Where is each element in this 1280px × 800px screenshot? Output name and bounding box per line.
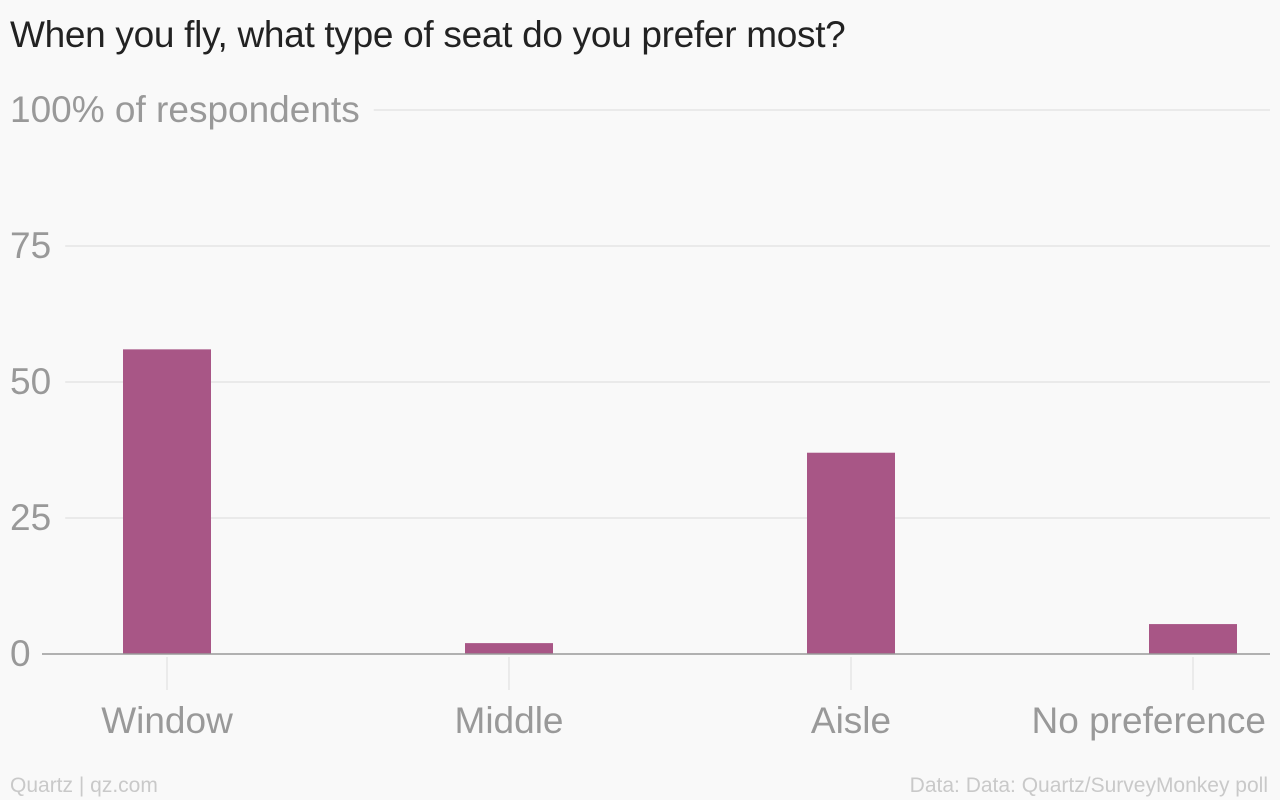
x-tick-label: Aisle [811,700,891,741]
y-tick-label: 25 [10,497,51,538]
footer-source: Data: Data: Quartz/SurveyMonkey poll [909,774,1268,797]
footer-credit: Quartz | qz.com [10,774,158,797]
axis-labels: 0 25 50 75 100% of respondents Window Middle Ai… [10,89,1266,741]
x-axis-ticks [166,657,1194,690]
bar-middle [465,643,553,654]
bar-aisle [807,452,895,654]
bar-window [123,349,211,654]
x-tick-label: Middle [455,700,564,741]
x-tick-label: Window [101,700,233,741]
y-tick-label: 75 [10,225,51,266]
bar-no-preference [1149,624,1237,654]
y-tick-label: 0 [10,633,31,674]
y-tick-label: 50 [10,361,51,402]
grid-lines [65,109,1270,519]
y-tick-label: 100% of respondents [10,89,360,130]
chart-title: When you fly, what type of seat do you p… [10,14,846,55]
bars [123,349,1237,654]
x-tick-label: No preference [1032,700,1266,741]
